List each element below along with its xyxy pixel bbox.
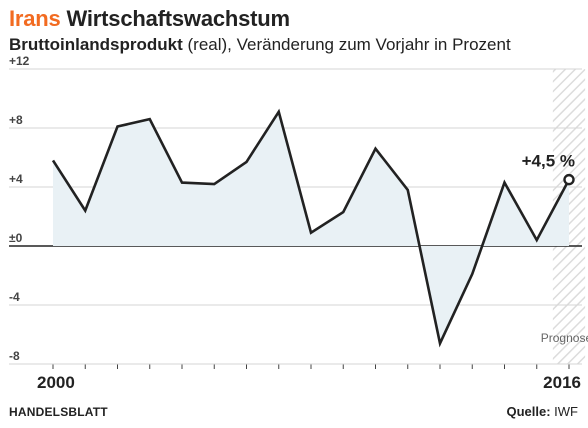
y-tick-label: +8 [9,113,23,127]
forecast-label: Prognose [541,331,588,345]
chart-title: Irans Wirtschaftswachstum [9,6,290,32]
source-label: Quelle: IWF [506,404,578,419]
series-area [53,111,569,344]
title-rest: Wirtschaftswachstum [66,6,291,31]
subtitle-bold: Bruttoinlandsprodukt [9,35,183,54]
last-point-marker [563,173,575,186]
subtitle-rest: (real), Veränderung zum Vorjahr in Proze… [187,35,511,54]
brand-label: HANDELSBLATT [9,405,108,419]
value-annotation: +4,5 % [522,152,575,171]
y-tick-label: -8 [9,349,20,363]
series-line [51,108,571,348]
y-tick-label: -4 [9,290,20,304]
y-tick-label: ±0 [9,231,23,245]
x-tick-label: 2016 [543,373,581,392]
y-tick-label: +12 [9,54,30,68]
x-tick-label: 2000 [37,373,75,392]
source-value: IWF [554,404,578,419]
chart-subtitle: Bruttoinlandsprodukt (real), Veränderung… [9,35,511,55]
y-tick-label: +4 [9,172,23,186]
title-accent: Irans [9,6,61,31]
source-prefix: Quelle: [506,404,551,419]
